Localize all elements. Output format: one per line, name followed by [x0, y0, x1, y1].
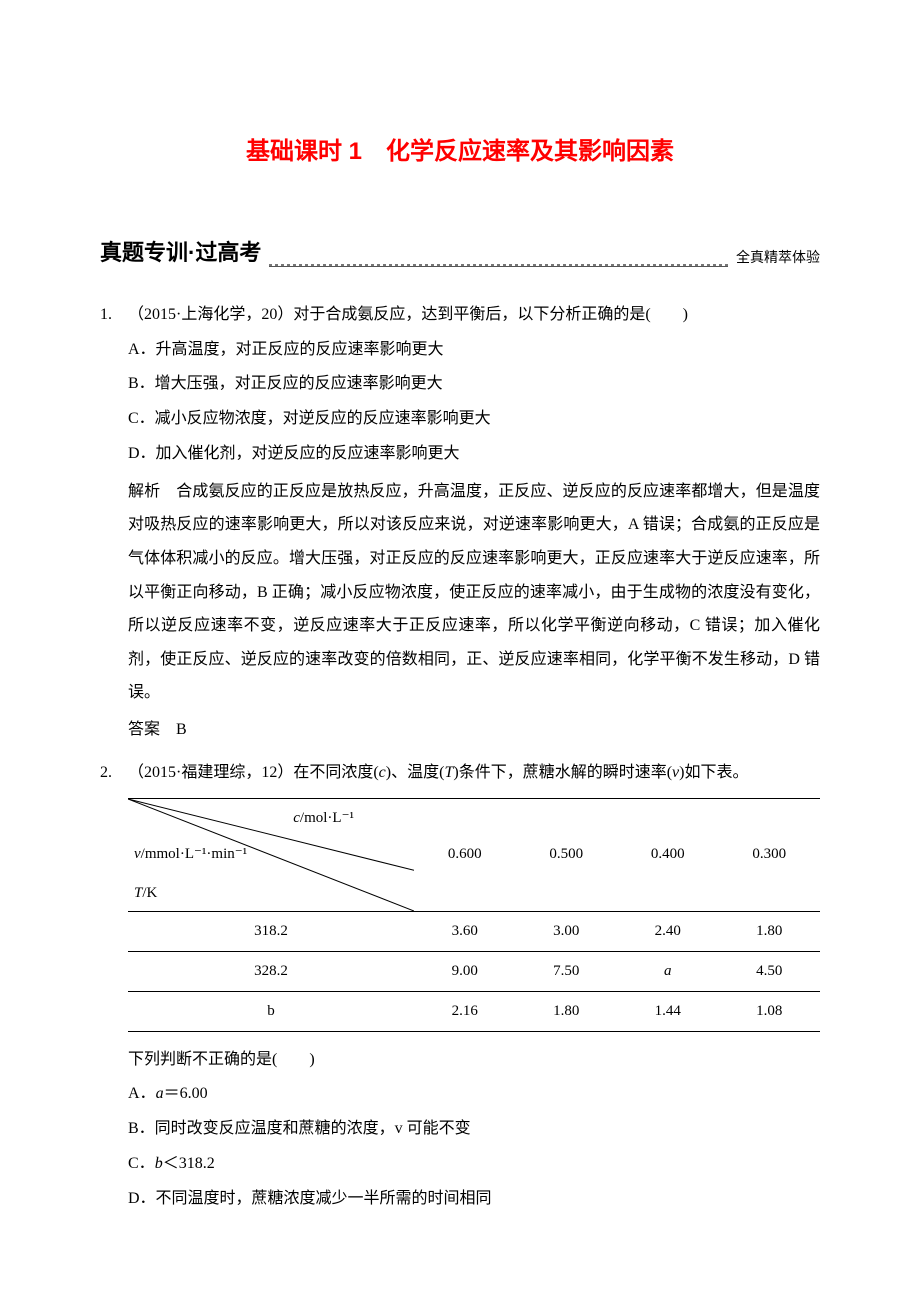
cell: a — [617, 951, 719, 991]
col-2: 0.500 — [516, 798, 618, 911]
cell: 3.00 — [516, 911, 618, 951]
q2-a-pre: A． — [128, 1085, 156, 1102]
page-title: 基础课时 1 化学反应速率及其影响因素 — [100, 130, 820, 173]
q1-option-b: B．增大压强，对正反应的反应速率影响更大 — [100, 370, 820, 399]
q2-table: c/mol·L⁻¹ v/mmol·L⁻¹·min⁻¹ T/K 0.600 0.5… — [128, 798, 820, 1032]
q2-stem-b: )、温度( — [386, 764, 445, 781]
cell: 3.60 — [414, 911, 516, 951]
q2-option-d: D．不同温度时，蔗糖浓度减少一半所需的时间相同 — [100, 1185, 820, 1214]
q1-answer: 答案 B — [100, 716, 820, 745]
cell: 2.40 — [617, 911, 719, 951]
cell: 1.80 — [719, 911, 821, 951]
hdr-T-unit: /K — [142, 885, 157, 901]
q2-c-pre: C． — [128, 1155, 155, 1172]
table-header-row: c/mol·L⁻¹ v/mmol·L⁻¹·min⁻¹ T/K 0.600 0.5… — [128, 798, 820, 911]
q2-stem-d: )如下表。 — [679, 764, 748, 781]
q2-tail: 下列判断不正确的是( ) — [100, 1046, 820, 1075]
q1-explanation: 解析 合成氨反应的正反应是放热反应，升高温度，正反应、逆反应的反应速率都增大，但… — [100, 475, 820, 710]
page: 基础课时 1 化学反应速率及其影响因素 真题专训·过高考 全真精萃体验 1. （… — [0, 0, 920, 1308]
question-2: 2. （2015·福建理综，12）在不同浓度(c)、温度(T)条件下，蔗糖水解的… — [100, 759, 820, 1214]
col-3: 0.400 — [617, 798, 719, 911]
hdr-v-unit: /mmol·L⁻¹·min⁻¹ — [141, 846, 248, 862]
q2-option-c: C．b＜318.2 — [100, 1150, 820, 1179]
col-4: 0.300 — [719, 798, 821, 911]
hdr-v: v/mmol·L⁻¹·min⁻¹ — [134, 841, 247, 868]
table-row: 328.2 9.00 7.50 a 4.50 — [128, 951, 820, 991]
q1-option-a: A．升高温度，对正反应的反应速率影响更大 — [100, 336, 820, 365]
row3-hdr: b — [128, 991, 414, 1031]
q1-option-c: C．减小反应物浓度，对逆反应的反应速率影响更大 — [100, 405, 820, 434]
table-row: b 2.16 1.80 1.44 1.08 — [128, 991, 820, 1031]
cell: 4.50 — [719, 951, 821, 991]
q2-stem-a: （2015·福建理综，12）在不同浓度( — [128, 764, 379, 781]
hdr-c-sym: c — [293, 810, 300, 826]
section-right: 全真精萃体验 — [736, 246, 820, 273]
hdr-c: c/mol·L⁻¹ — [293, 805, 354, 832]
hdr-c-unit: /mol·L⁻¹ — [300, 810, 354, 826]
hdr-v-sym: v — [134, 846, 141, 862]
col-1: 0.600 — [414, 798, 516, 911]
cell: 1.80 — [516, 991, 618, 1031]
hdr-T: T/K — [134, 880, 157, 907]
q2-table-wrap: c/mol·L⁻¹ v/mmol·L⁻¹·min⁻¹ T/K 0.600 0.5… — [100, 798, 820, 1032]
cell: 9.00 — [414, 951, 516, 991]
q2-number: 2. — [100, 759, 128, 788]
q2-stem: （2015·福建理综，12）在不同浓度(c)、温度(T)条件下，蔗糖水解的瞬时速… — [128, 759, 820, 788]
q1-stem: （2015·上海化学，20）对于合成氨反应，达到平衡后，以下分析正确的是( ) — [128, 301, 820, 330]
section-header: 真题专训·过高考 全真精萃体验 — [100, 233, 820, 273]
row1-hdr: 318.2 — [128, 911, 414, 951]
cell: 1.08 — [719, 991, 821, 1031]
q1-number: 1. — [100, 301, 128, 330]
table-corner-cell: c/mol·L⁻¹ v/mmol·L⁻¹·min⁻¹ T/K — [128, 798, 414, 911]
q1-option-d: D．加入催化剂，对逆反应的反应速率影响更大 — [100, 440, 820, 469]
table-row: 318.2 3.60 3.00 2.40 1.80 — [128, 911, 820, 951]
cell: 1.44 — [617, 991, 719, 1031]
question-1: 1. （2015·上海化学，20）对于合成氨反应，达到平衡后，以下分析正确的是(… — [100, 301, 820, 745]
q2-c-post: ＜318.2 — [163, 1155, 215, 1172]
q2-a-post: ＝6.00 — [164, 1085, 208, 1102]
cell: 2.16 — [414, 991, 516, 1031]
q2-stem-c: )条件下，蔗糖水解的瞬时速率( — [453, 764, 672, 781]
q2-a-mid: a — [156, 1085, 164, 1102]
section-left: 真题专训·过高考 — [100, 233, 261, 273]
q2-option-b: B．同时改变反应温度和蔗糖的浓度，v 可能不变 — [100, 1115, 820, 1144]
section-divider — [269, 264, 728, 267]
q2-sym-c: c — [379, 764, 386, 781]
row2-hdr: 328.2 — [128, 951, 414, 991]
q2-c-mid: b — [155, 1155, 163, 1172]
q2-option-a: A．a＝6.00 — [100, 1080, 820, 1109]
cell: 7.50 — [516, 951, 618, 991]
